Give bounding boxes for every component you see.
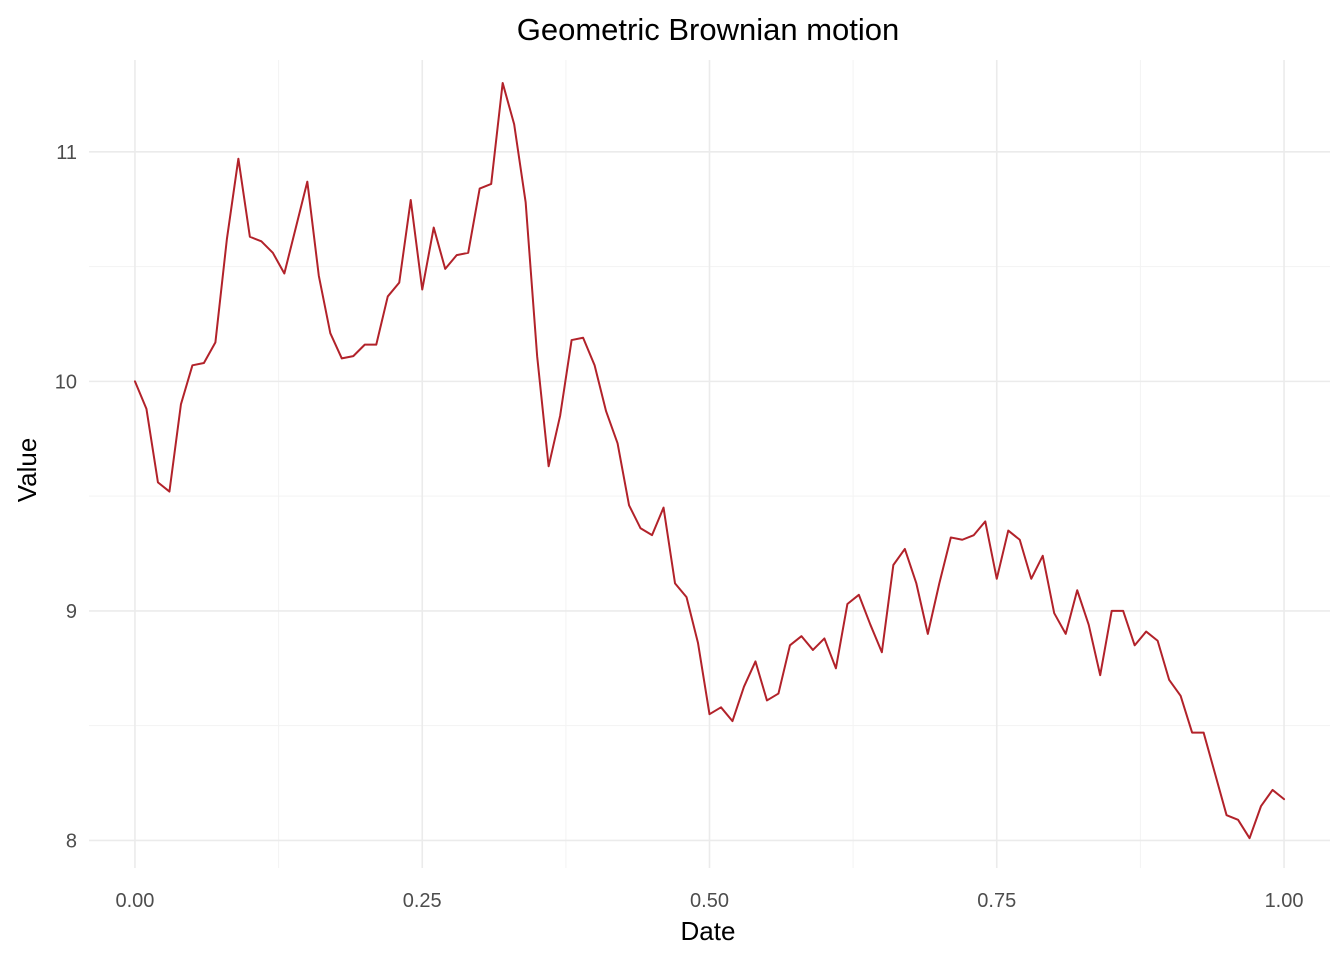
y-axis-tick-labels: 8 9 10 11 <box>55 142 77 853</box>
x-tick-label: 0.50 <box>690 890 729 912</box>
y-tick-label: 8 <box>66 830 77 852</box>
series-line <box>133 81 1286 840</box>
x-tick-label: 0.25 <box>403 890 442 912</box>
y-tick-label: 9 <box>66 601 77 623</box>
chart-title: Geometric Brownian motion <box>517 12 900 47</box>
y-axis-title: Value <box>12 438 42 503</box>
y-tick-label: 11 <box>56 142 77 164</box>
series-group <box>133 81 1286 840</box>
x-axis-tick-labels: 0.00 0.25 0.50 0.75 1.00 <box>115 890 1303 912</box>
x-tick-label: 1.00 <box>1265 890 1304 912</box>
x-axis-title: Date <box>681 916 736 946</box>
major-gridlines <box>89 60 1330 868</box>
y-tick-label: 10 <box>55 371 77 393</box>
x-tick-label: 0.00 <box>115 890 154 912</box>
x-tick-label: 0.75 <box>977 890 1016 912</box>
